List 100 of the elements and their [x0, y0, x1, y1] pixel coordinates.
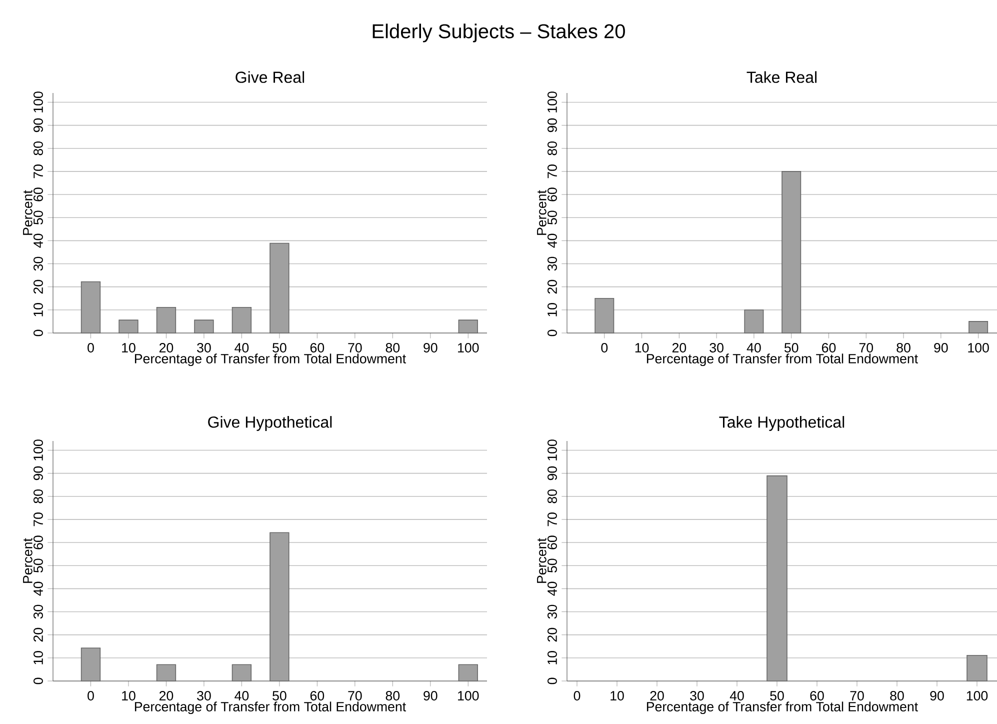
- bar: [232, 664, 252, 682]
- x-tick-label: 100: [968, 343, 989, 352]
- bar: [80, 281, 101, 334]
- x-tick-label: 10: [610, 691, 624, 700]
- y-tick-label: 0: [34, 330, 43, 336]
- x-tick-label: 40: [234, 691, 249, 700]
- x-tick-label: 80: [386, 343, 400, 352]
- x-tick-label: 60: [810, 691, 824, 700]
- x-tick-label: 70: [348, 691, 362, 700]
- x-tick-label: 30: [197, 343, 211, 352]
- y-tick-label: 30: [548, 604, 557, 619]
- x-tick-label: 20: [672, 343, 686, 352]
- x-tick-label: 10: [122, 691, 136, 700]
- x-tick-label: 90: [934, 343, 948, 352]
- y-tick-label: 0: [548, 678, 557, 684]
- y-tick-label: 80: [548, 489, 557, 504]
- bar: [782, 171, 802, 334]
- y-tick-label: 20: [34, 280, 43, 294]
- x-tick-label: 10: [635, 343, 649, 352]
- x-tick-label: 80: [890, 691, 904, 700]
- chart-title: Take Real: [746, 71, 816, 83]
- x-tick-label: 70: [850, 691, 864, 700]
- y-tick-label: 70: [548, 512, 557, 526]
- y-tick-label: 40: [548, 234, 557, 248]
- bar: [458, 320, 478, 334]
- y-tick-label: 0: [34, 678, 43, 684]
- y-tick-label: 90: [548, 466, 557, 480]
- x-tick-label: 10: [122, 343, 136, 352]
- y-tick-label: 100: [548, 92, 557, 112]
- y-tick-label: 60: [548, 188, 557, 202]
- x-tick-label: 80: [386, 691, 400, 700]
- y-tick-label: 50: [34, 210, 43, 224]
- y-tick-label: 50: [34, 558, 43, 572]
- y-tick-label: 80: [34, 141, 43, 156]
- y-tick-label: 60: [548, 536, 557, 550]
- x-tick-label: 30: [690, 691, 704, 700]
- bar: [156, 306, 176, 334]
- y-tick-label: 40: [34, 234, 43, 248]
- bar: [80, 648, 101, 682]
- y-axis-title: Percent: [23, 190, 32, 235]
- bar: [968, 321, 988, 334]
- y-tick-label: 40: [548, 582, 557, 596]
- y-tick-label: 10: [34, 651, 43, 664]
- y-tick-label: 80: [34, 489, 43, 504]
- x-tick-label: 40: [746, 343, 761, 352]
- x-tick-label: 30: [710, 343, 724, 352]
- y-tick-label: 50: [548, 558, 557, 572]
- y-tick-label: 60: [34, 536, 43, 550]
- x-tick-label: 90: [424, 691, 438, 700]
- x-tick-label: 50: [272, 343, 286, 352]
- x-axis-title: Percentage of Transfer from Total Endowment: [646, 702, 918, 714]
- bar: [156, 664, 176, 682]
- x-tick-label: 90: [424, 343, 438, 352]
- x-axis-title: Percentage of Transfer from Total Endowment: [134, 354, 406, 366]
- y-axis-title: Percent: [537, 190, 546, 235]
- y-tick-label: 20: [548, 628, 557, 642]
- y-tick-label: 90: [548, 118, 557, 132]
- x-tick-label: 20: [650, 691, 664, 700]
- y-tick-label: 10: [548, 303, 557, 316]
- y-tick-label: 0: [548, 330, 557, 336]
- y-tick-label: 60: [34, 188, 43, 202]
- y-tick-label: 90: [34, 118, 43, 132]
- y-tick-label: 70: [34, 164, 43, 178]
- y-axis-title: Percent: [537, 538, 546, 583]
- text: Elderly Subjects – Stakes 20: [372, 24, 625, 42]
- y-tick-label: 100: [34, 92, 43, 112]
- y-tick-label: 90: [34, 466, 43, 480]
- x-tick-label: 40: [234, 343, 249, 352]
- x-tick-label: 100: [966, 691, 988, 700]
- x-tick-label: 60: [310, 343, 324, 352]
- x-tick-label: 60: [310, 691, 324, 700]
- x-tick-label: 60: [822, 343, 836, 352]
- x-tick-label: 90: [930, 691, 944, 700]
- bar: [458, 664, 478, 682]
- y-tick-label: 50: [548, 210, 557, 224]
- y-tick-label: 30: [34, 604, 43, 619]
- chart-title: Take Hypothetical: [719, 416, 844, 431]
- y-tick-label: 70: [548, 164, 557, 178]
- bar: [270, 242, 290, 334]
- x-tick-label: 30: [197, 691, 211, 700]
- y-tick-label: 70: [34, 512, 43, 526]
- x-tick-label: 80: [896, 343, 910, 352]
- x-tick-label: 0: [574, 691, 580, 700]
- x-tick-label: 100: [458, 691, 479, 700]
- x-axis-title: Percentage of Transfer from Total Endowment: [646, 354, 918, 366]
- bar: [194, 320, 214, 334]
- y-tick-label: 30: [548, 256, 557, 271]
- bar: [594, 298, 614, 334]
- x-tick-label: 50: [272, 691, 286, 700]
- chart-title: Give Real: [236, 71, 304, 83]
- x-axis-title: Percentage of Transfer from Total Endowment: [134, 702, 406, 714]
- y-tick-label: 10: [548, 651, 557, 664]
- x-tick-label: 70: [348, 343, 362, 352]
- bar: [232, 306, 252, 334]
- x-tick-label: 50: [770, 691, 784, 700]
- bar: [270, 532, 290, 682]
- y-tick-label: 20: [34, 628, 43, 642]
- y-tick-label: 40: [34, 582, 43, 596]
- x-tick-label: 0: [601, 343, 608, 352]
- y-tick-label: 80: [548, 141, 557, 156]
